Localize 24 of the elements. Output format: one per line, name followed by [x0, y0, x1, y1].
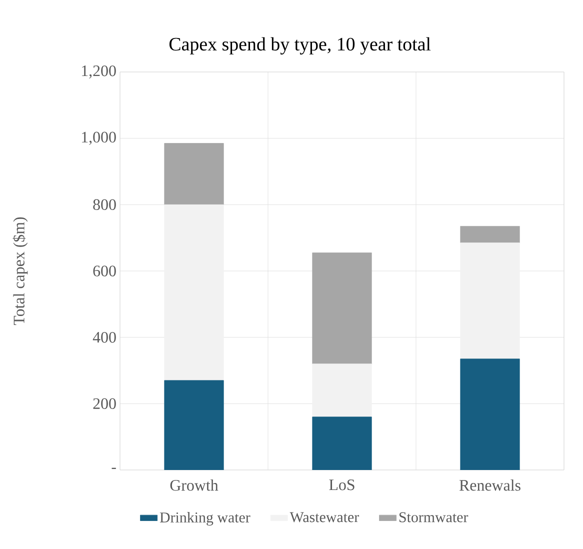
- x-tick-label: Growth: [170, 480, 218, 491]
- bar: [164, 143, 224, 205]
- y-tick-label: 600: [93, 266, 116, 276]
- bar: [460, 242, 520, 360]
- bar: [460, 226, 520, 243]
- y-tick-label: 800: [93, 199, 116, 210]
- y-tick-label: 1,000: [82, 132, 116, 145]
- bar: [164, 204, 224, 381]
- bar: [460, 358, 520, 470]
- chart-title: Capex spend by type, 10 year total: [169, 37, 431, 54]
- legend-label: Wastewater: [290, 512, 359, 522]
- legend-label: Stormwater: [399, 512, 468, 522]
- bar: [312, 364, 372, 418]
- bar: [312, 252, 372, 364]
- bar: [164, 380, 224, 470]
- y-tick-label: -: [112, 468, 116, 470]
- y-axis-title: Total capex ($m): [12, 217, 28, 326]
- x-tick-label: Renewals: [459, 480, 520, 491]
- x-tick-label: LoS: [329, 480, 354, 490]
- bar: [312, 416, 372, 470]
- y-tick-label: 1,200: [82, 65, 116, 79]
- legend-label: Drinking water: [160, 512, 250, 526]
- y-tick-label: 200: [93, 398, 116, 410]
- y-tick-label: 400: [92, 332, 116, 343]
